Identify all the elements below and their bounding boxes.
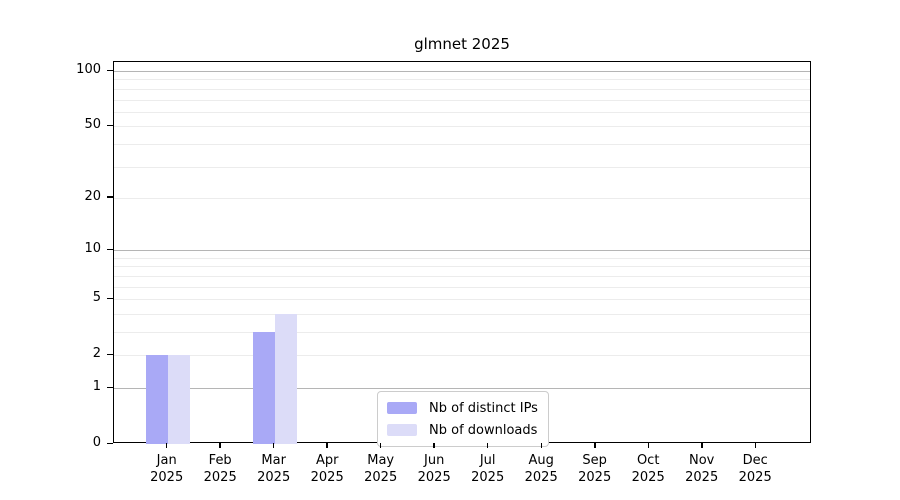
bar-distinct-ips-mar (252, 332, 275, 444)
legend-swatch-downloads (387, 424, 417, 436)
y-tick-label: 50 (84, 117, 101, 133)
x-tick-mark (165, 443, 168, 448)
x-tick-label-nov: Nov 2025 (685, 453, 719, 485)
x-tick-label-oct: Oct 2025 (631, 453, 665, 485)
minor-gridline (114, 126, 810, 128)
minor-gridline (114, 266, 810, 268)
plot-area: Nb of distinct IPs Nb of downloads (113, 61, 811, 447)
x-tick-mark (219, 443, 221, 448)
minor-gridline (114, 143, 810, 145)
y-tick-mark (107, 248, 113, 251)
minor-gridline (114, 313, 810, 315)
y-tick-mark (107, 442, 113, 444)
legend-swatch-distinct-ips (387, 402, 417, 414)
x-tick-label-jul: Jul 2025 (471, 453, 505, 485)
minor-gridline (114, 88, 810, 90)
bar-distinct-ips-jan (145, 355, 168, 444)
x-tick-mark (647, 443, 649, 448)
y-tick-label: 1 (92, 379, 101, 394)
bar-downloads-jan (167, 355, 190, 444)
legend-item-downloads: Nb of downloads (387, 421, 538, 439)
x-tick-mark (272, 443, 275, 448)
y-tick-mark (107, 297, 113, 300)
minor-gridline (114, 355, 810, 357)
y-tick-mark (107, 69, 113, 71)
legend-label-distinct-ips: Nb of distinct IPs (429, 400, 538, 416)
y-tick-mark (107, 386, 113, 388)
x-tick-label-sep: Sep 2025 (578, 453, 612, 485)
y-tick-mark (107, 353, 113, 356)
major-gridline (114, 388, 810, 389)
minor-gridline (114, 257, 810, 259)
minor-gridline (114, 111, 810, 113)
x-tick-label-jan: Jan 2025 (150, 453, 184, 485)
x-tick-label-mar: Mar 2025 (257, 453, 291, 485)
y-tick-label: 2 (92, 346, 101, 362)
minor-gridline (114, 79, 810, 81)
y-tick-label: 5 (92, 290, 101, 306)
minor-gridline (114, 166, 810, 168)
minor-gridline (114, 332, 810, 333)
x-tick-label-may: May 2025 (364, 453, 398, 485)
major-gridline (114, 250, 810, 252)
chart-title: glmnet 2025 (414, 35, 510, 53)
x-tick-mark (379, 443, 382, 448)
legend-item-distinct-ips: Nb of distinct IPs (387, 399, 538, 417)
minor-gridline (114, 299, 810, 301)
x-tick-mark (701, 443, 703, 448)
y-tick-mark (107, 124, 113, 127)
legend: Nb of distinct IPs Nb of downloads (377, 391, 549, 447)
x-tick-mark (540, 443, 542, 448)
legend-label-downloads: Nb of downloads (429, 422, 538, 438)
y-tick-label: 100 (76, 62, 101, 77)
minor-gridline (114, 275, 810, 277)
x-tick-label-jun: Jun 2025 (417, 453, 451, 485)
x-tick-mark (594, 443, 596, 448)
x-tick-mark (486, 443, 489, 448)
minor-gridline (114, 286, 810, 288)
minor-gridline (114, 197, 810, 199)
x-tick-label-apr: Apr 2025 (310, 453, 344, 485)
y-tick-label: 10 (84, 241, 101, 257)
minor-gridline (114, 99, 810, 101)
y-tick-label: 0 (92, 435, 101, 450)
y-tick-mark (107, 196, 113, 198)
major-gridline (114, 71, 810, 72)
x-tick-label-dec: Dec 2025 (738, 453, 772, 485)
x-tick-label-aug: Aug 2025 (524, 453, 558, 485)
x-tick-mark (433, 443, 435, 448)
x-tick-label-feb: Feb 2025 (203, 453, 237, 485)
y-tick-label: 20 (84, 188, 101, 204)
bar-downloads-mar (274, 313, 297, 444)
x-tick-mark (326, 443, 328, 448)
x-tick-mark (754, 443, 756, 448)
